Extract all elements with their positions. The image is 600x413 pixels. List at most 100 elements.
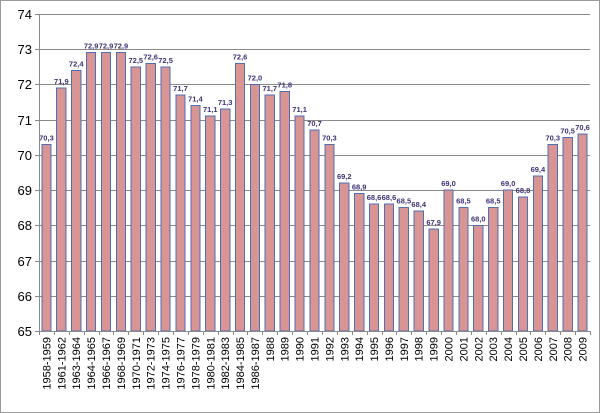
bar-1989 [279,90,290,332]
x-axis-ticks: 1958-1959 1961-1962 1963-1964 1964-1965 1966… [39,331,591,390]
x-tick-label: 1978-1979 [190,337,202,390]
bar-1966-1967 [100,52,112,332]
bar-2004 [502,189,514,332]
bar-1980-1981 [205,115,216,332]
bar-1995 [368,203,380,332]
x-tick-label: 2004 [503,337,515,361]
x-tick-group: 1974-1975 [161,337,173,390]
x-tick-group: 1992 [324,337,336,361]
bar-1970-1971 [130,66,141,332]
x-tick-group: 1976-1977 [175,337,187,390]
x-tick-group: 2006 [533,337,545,361]
x-tick-group: 1978-1979 [190,337,202,390]
bar-1993 [339,182,350,332]
data-label: 72,0 [248,73,263,82]
x-tick-group: 1999 [429,337,441,361]
data-label: 67,9 [426,218,441,227]
data-label: 68,5 [456,197,471,206]
bar-2008 [562,136,573,332]
bar-1963-1964 [71,69,82,332]
y-tick-label: 66 [18,289,32,304]
y-tick-label: 67 [18,254,32,269]
x-tick-group: 1961-1962 [56,337,68,390]
x-tick-group: 2007 [548,337,560,361]
bar-1998 [413,210,424,332]
x-tick-group: 1989 [280,337,292,361]
bar-1978-1979 [190,105,201,332]
x-tick-label: 1990 [295,337,307,361]
bar-2000 [443,189,454,332]
data-label: 70,3 [545,133,560,142]
x-tick-group: 1966-1967 [101,337,113,390]
data-label: 69,2 [337,172,352,181]
bar-1991 [309,129,320,332]
x-tick-label: 2003 [488,337,500,361]
x-tick-label: 1986-1987 [250,337,262,390]
data-label: 72,6 [143,52,158,61]
bar-2006 [532,175,543,332]
data-label: 72,9 [84,42,99,51]
x-tick-group: 1986-1987 [250,337,262,390]
data-label: 71,8 [277,80,292,89]
x-tick-label: 1964-1965 [86,337,98,390]
x-tick-label: 2002 [473,337,485,361]
x-tick-label: 2005 [518,337,530,361]
x-tick-group: 1982-1983 [220,337,232,390]
x-tick-group: 1994 [354,337,366,361]
data-label: 72,5 [128,56,143,65]
x-tick-group: 1988 [265,337,277,361]
bar-1996 [383,203,395,332]
x-tick-group: 2005 [518,337,530,361]
data-label: 71,7 [173,84,188,93]
x-tick-group: 1964-1965 [86,337,98,390]
bar-1997 [398,207,409,332]
x-tick-label: 2008 [563,337,575,361]
x-tick-label: 1966-1967 [101,337,113,390]
bar-1968-1969 [115,52,127,332]
x-tick-group: 2008 [563,337,575,361]
bar-1958-1959 [41,143,52,332]
bar-1984-1985 [234,62,246,332]
x-tick-label: 2000 [444,337,456,361]
x-tick-group: 1997 [399,337,411,361]
x-tick-label: 2001 [458,337,470,361]
x-tick-group: 2000 [444,337,456,361]
data-label: 68,5 [397,197,412,206]
x-tick-label: 1961-1962 [56,337,68,390]
bar-1999 [428,228,439,332]
data-label: 70,7 [307,119,322,128]
data-label: 70,3 [39,133,54,142]
x-tick-group: 1968-1969 [116,337,128,390]
bar-1990 [294,115,305,332]
bar-2002 [473,224,484,332]
y-tick-label: 65 [18,324,32,339]
axes [39,14,590,332]
data-label: 71,4 [188,95,203,104]
x-tick-label: 1988 [265,337,277,361]
x-tick-group: 2001 [458,337,470,361]
bar-2009 [577,133,588,332]
x-tick-label: 1998 [414,337,426,361]
y-tick-label: 70 [18,148,32,163]
x-tick-group: 1996 [384,337,396,361]
data-label: 68,6 [382,193,397,202]
data-label: 71,1 [203,105,218,114]
data-label: 70,5 [560,126,575,135]
bar-1988 [264,94,275,332]
bar-2003 [488,207,499,332]
data-label: 72,4 [69,59,84,68]
data-label: 68,0 [471,214,486,223]
y-tick-label: 68 [18,218,32,233]
bar-1986-1987 [249,83,261,332]
data-label: 72,9 [99,42,114,51]
x-tick-group: 2003 [488,337,500,361]
bar-1972-1973 [145,62,156,332]
y-tick-label: 73 [18,42,32,57]
data-label: 69,0 [441,179,456,188]
x-tick-group: 1970-1971 [131,337,143,390]
x-tick-label: 1984-1985 [235,337,247,390]
x-tick-label: 1994 [354,337,366,361]
data-label: 72,9 [114,42,129,51]
data-label: 71,7 [263,84,278,93]
x-tick-label: 1997 [399,337,411,361]
